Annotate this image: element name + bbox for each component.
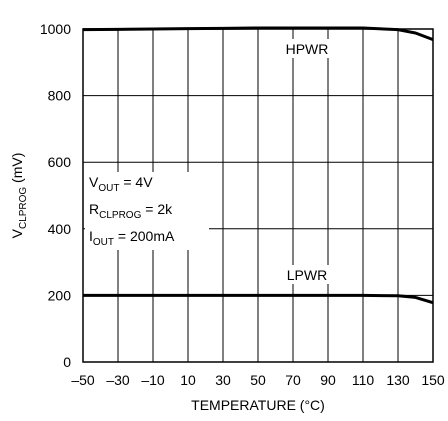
- x-tick-label: 70: [285, 372, 301, 388]
- x-tick-label: 10: [180, 372, 196, 388]
- annotation-main: R: [89, 201, 99, 217]
- annotation-rest: = 2k: [141, 201, 173, 217]
- y-tick-label: 1000: [40, 21, 71, 37]
- annotation: VOUT = 4V: [89, 174, 153, 194]
- annotation-sub: OUT: [93, 237, 114, 248]
- label-background: [285, 39, 329, 58]
- series-line: [83, 293, 434, 305]
- series-line: [82, 26, 434, 42]
- annotation-rest: = 4V: [119, 174, 153, 190]
- annotation-sub: CLPROG: [99, 210, 141, 221]
- x-tick-label: 110: [352, 372, 375, 388]
- x-tick-label: –30: [106, 372, 130, 388]
- annotation-rest: = 200mA: [114, 228, 175, 244]
- label-background: [285, 265, 329, 284]
- y-tick-label: 0: [63, 354, 71, 370]
- x-tick-label: –10: [141, 372, 165, 388]
- x-tick-label: 130: [386, 372, 410, 388]
- y-axis-label-sub: CLPROG: [18, 187, 29, 229]
- y-axis-label-rest: (mV): [9, 153, 25, 187]
- y-axis-label-main: V: [9, 228, 25, 238]
- x-tick-label: 90: [320, 372, 336, 388]
- series-label: HPWR: [286, 41, 329, 57]
- x-axis-label: TEMPERATURE (°C): [191, 397, 325, 413]
- x-tick-label: 150: [421, 372, 445, 388]
- x-tick-label: 50: [250, 372, 266, 388]
- y-tick-label: 200: [48, 287, 72, 303]
- y-axis-label: VCLPROG (mV): [9, 153, 29, 239]
- annotation-sub: OUT: [98, 183, 119, 194]
- y-tick-label: 800: [48, 88, 72, 104]
- annotation: RCLPROG = 2k: [89, 201, 173, 221]
- x-tick-label: 30: [215, 372, 231, 388]
- annotation-main: I: [89, 228, 93, 244]
- y-tick-label: 600: [48, 154, 72, 170]
- y-tick-label: 400: [48, 221, 72, 237]
- annotation-main: V: [89, 174, 99, 190]
- series-label: LPWR: [287, 267, 327, 283]
- annotation: IOUT = 200mA: [89, 228, 175, 248]
- x-tick-label: –50: [71, 372, 95, 388]
- annotation-background: [85, 172, 209, 250]
